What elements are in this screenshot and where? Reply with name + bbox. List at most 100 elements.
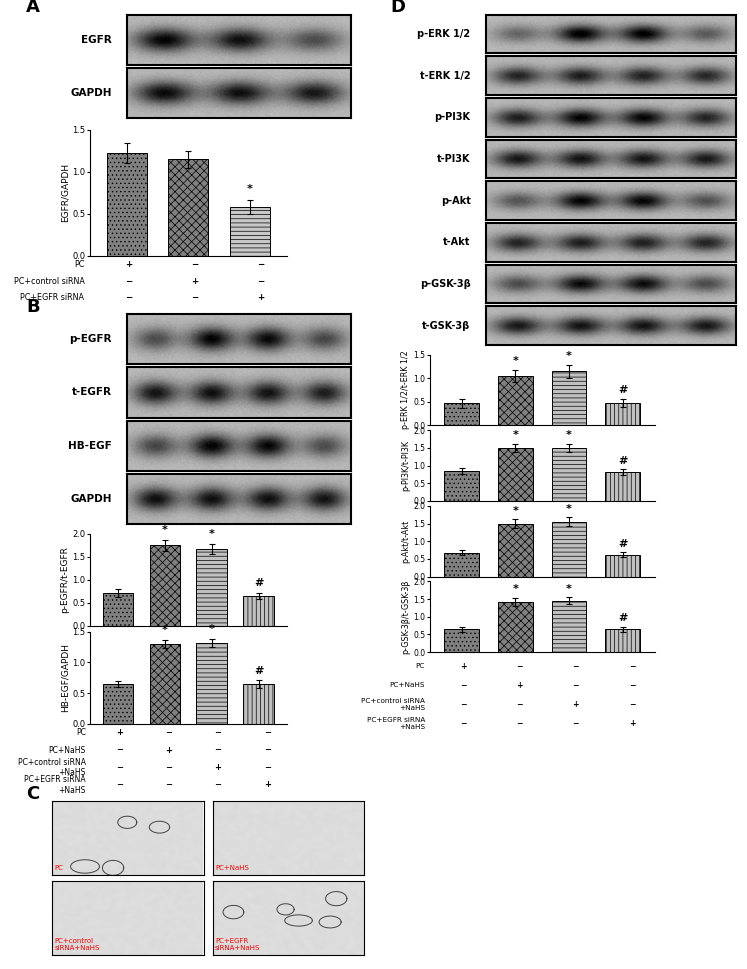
Bar (605, 403, 640, 425)
Text: #: # (618, 386, 627, 395)
Text: *: * (247, 184, 252, 194)
Text: PC+EGFR siRNA
+NaHS: PC+EGFR siRNA +NaHS (367, 717, 425, 730)
Bar (244, 596, 274, 626)
Text: −: − (516, 662, 523, 671)
Text: +: + (573, 700, 579, 708)
Bar (498, 523, 533, 577)
Text: PC: PC (74, 260, 84, 268)
Bar (444, 471, 479, 501)
Text: PC: PC (76, 728, 86, 737)
Text: PC+EGFR
siRNA+NaHS: PC+EGFR siRNA+NaHS (215, 938, 261, 951)
Text: PC+control
siRNA+NaHS: PC+control siRNA+NaHS (55, 938, 100, 951)
Text: −: − (460, 681, 467, 690)
Text: t-PI3K: t-PI3K (437, 154, 471, 164)
Text: D: D (390, 0, 405, 16)
Text: −: − (264, 763, 270, 772)
Text: *: * (512, 357, 518, 366)
Bar (107, 153, 146, 256)
Text: −: − (264, 745, 270, 755)
Text: HB-EGF: HB-EGF (68, 441, 112, 451)
Bar (498, 376, 533, 425)
Text: #: # (618, 613, 627, 623)
Text: *: * (566, 504, 572, 514)
Text: −: − (214, 745, 221, 755)
Text: EGFR: EGFR (81, 35, 112, 45)
Bar (605, 472, 640, 501)
Text: p-PI3K: p-PI3K (435, 112, 471, 122)
Text: *: * (162, 625, 168, 635)
Bar (444, 552, 479, 577)
Text: −: − (629, 681, 636, 690)
Text: −: − (165, 728, 172, 737)
Bar (149, 644, 180, 724)
Text: *: * (566, 430, 572, 441)
Text: PC+control siRNA
+NaHS: PC+control siRNA +NaHS (361, 698, 425, 710)
Text: p-Akt: p-Akt (441, 196, 471, 205)
Text: +: + (191, 276, 199, 286)
Text: t-ERK 1/2: t-ERK 1/2 (420, 71, 471, 80)
Y-axis label: p-PI3K/t-PI3K: p-PI3K/t-PI3K (401, 440, 410, 491)
Bar (444, 403, 479, 425)
Text: +: + (516, 681, 523, 690)
Bar (551, 521, 586, 577)
Text: #: # (618, 539, 627, 548)
Bar (102, 593, 133, 626)
Bar (102, 684, 133, 724)
Text: +: + (165, 745, 172, 755)
Text: t-GSK-3β: t-GSK-3β (422, 321, 471, 330)
Text: *: * (208, 624, 214, 634)
Text: −: − (125, 276, 133, 286)
Text: GAPDH: GAPDH (70, 494, 112, 504)
Text: A: A (26, 0, 40, 16)
Text: −: − (125, 294, 133, 302)
Text: C: C (26, 786, 40, 803)
Text: +: + (460, 662, 467, 671)
Text: p-ERK 1/2: p-ERK 1/2 (418, 29, 471, 39)
Bar (605, 629, 640, 652)
Text: +: + (629, 719, 636, 728)
Text: PC: PC (415, 664, 425, 670)
Y-axis label: p-Akt/t-Akt: p-Akt/t-Akt (401, 519, 410, 563)
Bar (551, 601, 586, 652)
Y-axis label: p-GSK-3β/t-GSK-3β: p-GSK-3β/t-GSK-3β (401, 579, 410, 654)
Text: −: − (629, 700, 636, 708)
Text: *: * (512, 430, 518, 441)
Text: −: − (573, 681, 579, 690)
Text: +: + (125, 260, 133, 268)
Bar (149, 546, 180, 626)
Y-axis label: HB-EGF/GAPDH: HB-EGF/GAPDH (61, 643, 69, 712)
Bar (551, 448, 586, 501)
Text: PC+EGFR siRNA: PC+EGFR siRNA (20, 294, 84, 302)
Text: B: B (26, 298, 40, 316)
Text: −: − (460, 719, 467, 728)
Y-axis label: p-EGFR/t-EGFR: p-EGFR/t-EGFR (61, 547, 69, 613)
Text: PC+NaHS: PC+NaHS (215, 865, 249, 871)
Text: −: − (116, 780, 123, 790)
Text: PC+control siRNA
+NaHS: PC+control siRNA +NaHS (18, 758, 86, 777)
Text: PC+NaHS: PC+NaHS (389, 682, 425, 688)
Bar (244, 684, 274, 724)
Text: PC: PC (55, 865, 63, 871)
Text: *: * (566, 583, 572, 594)
Text: #: # (618, 455, 627, 466)
Text: −: − (191, 294, 199, 302)
Text: −: − (460, 700, 467, 708)
Text: PC+EGFR siRNA
+NaHS: PC+EGFR siRNA +NaHS (24, 775, 86, 795)
Text: −: − (116, 763, 123, 772)
Bar (168, 159, 208, 256)
Text: −: − (214, 728, 221, 737)
Text: *: * (162, 525, 168, 535)
Text: −: − (516, 700, 523, 708)
Text: −: − (116, 745, 123, 755)
Text: −: − (573, 662, 579, 671)
Text: t-EGFR: t-EGFR (72, 388, 112, 397)
Bar (498, 448, 533, 501)
Text: −: − (573, 719, 579, 728)
Text: +: + (214, 763, 221, 772)
Text: p-EGFR: p-EGFR (69, 334, 112, 344)
Bar (230, 207, 270, 256)
Bar (551, 371, 586, 425)
Text: #: # (254, 578, 264, 588)
Text: −: − (191, 260, 199, 268)
Text: −: − (257, 276, 264, 286)
